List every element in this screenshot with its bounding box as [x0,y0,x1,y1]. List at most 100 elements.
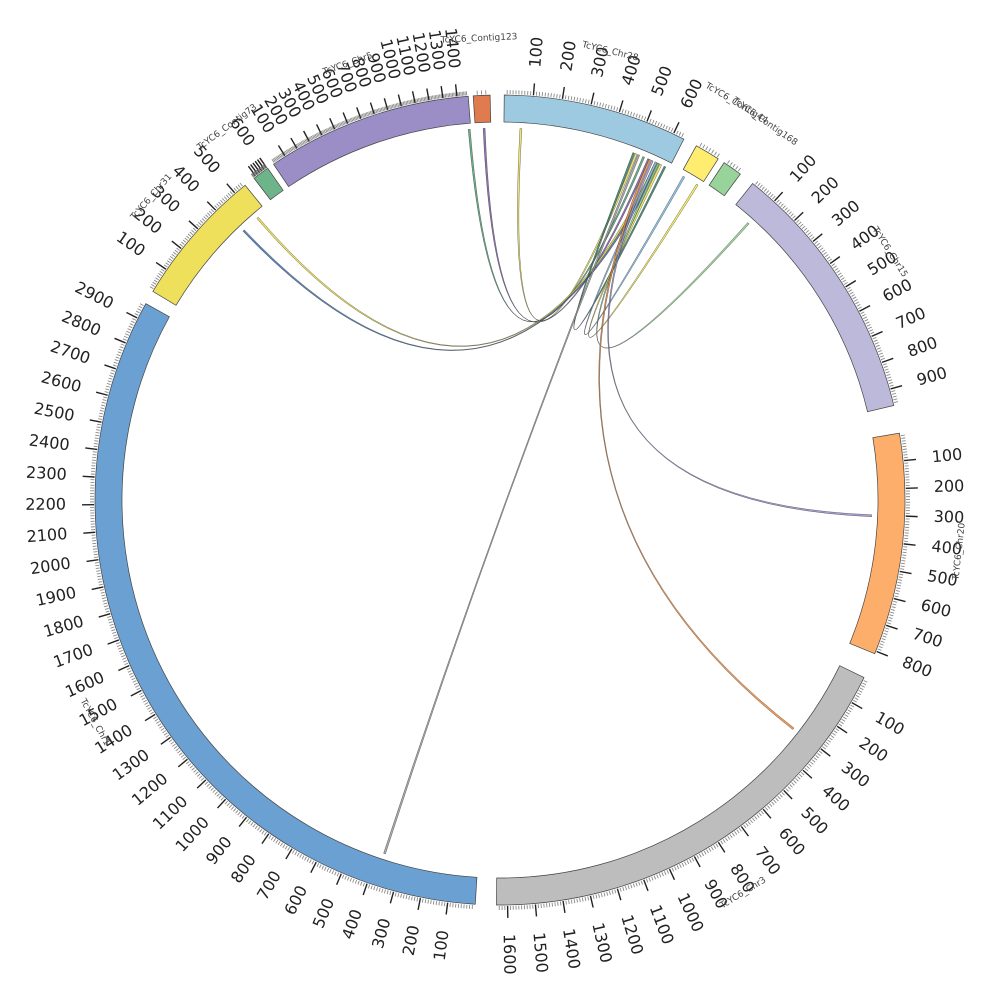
minor-tick [599,102,602,107]
minor-tick [729,834,733,839]
minor-tick [252,823,256,828]
minor-tick [818,750,823,754]
minor-tick [828,258,832,262]
minor-tick [587,99,590,104]
minor-tick [430,900,432,905]
minor-tick [394,892,397,897]
minor-tick [157,723,162,727]
minor-tick [245,818,250,823]
minor-tick [759,184,763,189]
minor-tick [95,564,100,567]
minor-tick [117,351,122,354]
minor-tick [114,636,119,640]
major-tick [829,256,841,265]
minor-tick [115,642,121,645]
minor-tick [281,152,284,157]
minor-tick [98,418,103,420]
minor-tick [193,769,197,773]
major-tick [261,833,270,844]
minor-tick [900,565,905,568]
minor-tick [294,851,298,856]
tick-label: 1200 [617,912,647,956]
minor-tick [104,607,109,610]
minor-tick [823,744,828,748]
minor-tick [732,163,736,168]
minor-tick [570,96,573,101]
minor-tick [624,109,627,114]
minor-tick [118,348,123,352]
minor-tick [898,579,903,581]
ideogram-tcyc6-chr5 [273,95,471,188]
minor-tick [111,629,116,632]
minor-tick [825,741,830,745]
minor-tick [891,606,896,609]
minor-tick [423,97,426,102]
minor-tick [361,113,364,118]
minor-tick [207,212,211,216]
minor-tick [173,745,178,750]
tick-label: 100 [786,151,821,186]
minor-tick [780,203,784,207]
minor-tick [179,243,184,247]
minor-tick [320,130,324,135]
minor-tick [873,339,878,342]
minor-tick [889,384,894,387]
minor-tick [656,874,659,879]
minor-tick [363,113,366,118]
tick-label: 200 [856,733,892,766]
minor-tick [902,445,907,448]
link-tcyc6-chr1-to-tcyc6-chr28 [383,154,640,855]
minor-tick [169,256,174,260]
minor-tick [354,879,358,884]
major-tick [454,84,458,97]
minor-tick [402,101,405,106]
minor-tick [149,286,154,290]
minor-tick [441,901,443,906]
minor-tick [437,94,440,99]
minor-tick [638,114,641,119]
minor-tick [888,382,893,385]
minor-tick [869,329,874,332]
minor-tick [101,594,106,597]
minor-tick [743,824,747,829]
minor-tick [296,852,300,857]
minor-tick [109,375,114,378]
minor-tick [885,371,890,374]
minor-tick [894,595,899,598]
minor-tick [553,93,555,98]
major-tick [188,220,199,230]
ticks-tcyc6-chr3: 1002003004005006007008009001000110012001… [498,680,908,975]
minor-tick [112,631,117,634]
minor-tick [395,103,398,108]
major-tick [144,713,156,722]
minor-tick [602,103,604,108]
minor-tick [340,121,343,127]
minor-tick [291,849,295,854]
minor-tick [279,153,283,158]
minor-tick [208,210,213,215]
minor-tick [131,677,136,681]
minor-tick [638,881,641,886]
minor-tick [100,591,105,594]
minor-tick [151,284,155,287]
minor-tick [128,325,133,329]
minor-tick [684,861,687,866]
minor-tick [807,232,811,236]
tick-label: 1100 [646,902,678,947]
minor-tick [867,326,872,330]
major-tick [82,475,95,478]
minor-tick [890,611,895,614]
minor-tick [155,277,160,281]
minor-tick [204,781,209,785]
minor-tick [554,902,556,907]
minor-tick [415,98,417,103]
minor-tick [832,732,836,736]
minor-tick [434,95,437,100]
major-tick [389,891,395,904]
minor-tick [830,735,835,739]
minor-tick [285,149,289,154]
link-tcyc6-contig123-to-tcyc6-chr28 [482,128,650,323]
minor-tick [290,146,294,151]
minor-tick [120,343,125,346]
